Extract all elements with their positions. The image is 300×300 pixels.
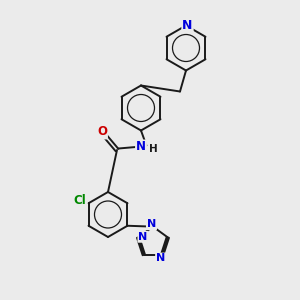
Text: H: H: [149, 144, 158, 154]
Text: Cl: Cl: [74, 194, 86, 207]
Text: N: N: [156, 254, 165, 263]
Text: N: N: [136, 140, 146, 154]
Text: N: N: [182, 19, 193, 32]
Text: N: N: [138, 232, 148, 242]
Text: N: N: [147, 219, 156, 229]
Text: O: O: [97, 125, 107, 139]
